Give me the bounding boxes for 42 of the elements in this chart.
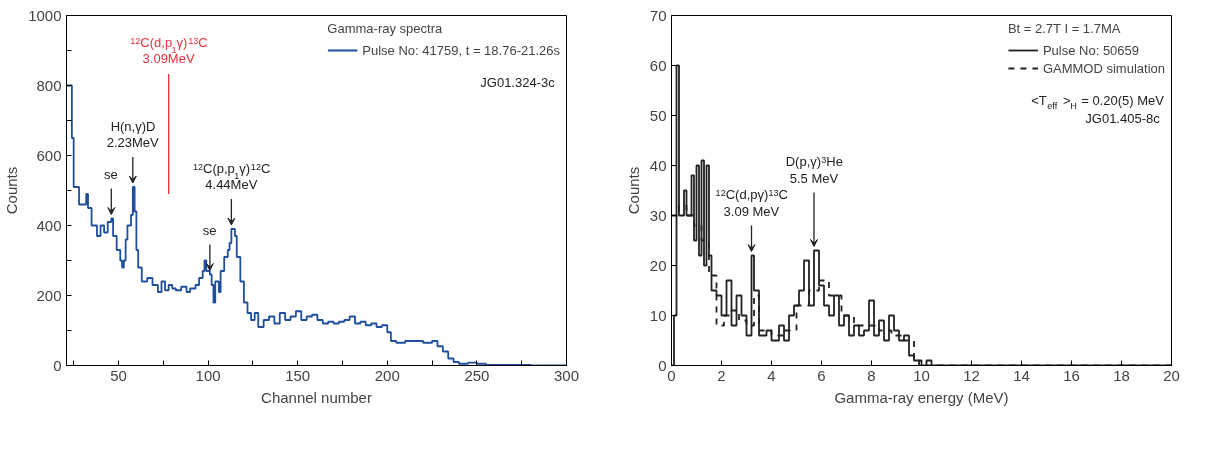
legend-label: Pulse No: 41759, t = 18.76-21.26s	[362, 41, 560, 59]
y-tick-label: 400	[36, 216, 62, 234]
y-axis-title: Counts	[3, 166, 21, 215]
x-tick-label: 150	[285, 366, 311, 384]
x-tick-label: 12	[963, 366, 980, 384]
y-tick-label: 60	[649, 56, 667, 74]
legend-title: Gamma-ray spectra	[327, 21, 444, 36]
x-tick-label: 14	[1013, 366, 1030, 384]
y-axis-title: Counts	[624, 166, 642, 215]
x-tick-label: 6	[817, 366, 826, 384]
y-tick-label: 600	[36, 146, 62, 164]
annotation: se	[202, 222, 217, 238]
y-tick-label: 1000	[28, 6, 62, 24]
x-tick-label: 8	[867, 366, 876, 384]
annotation: JG01.324-3c	[480, 74, 556, 90]
x-tick-label: 300	[553, 366, 580, 384]
y-tick-label: 200	[36, 286, 62, 304]
x-axis-title: Gamma-ray energy (MeV)	[834, 388, 1009, 406]
x-tick-label: 250	[464, 366, 490, 384]
y-tick-label: 70	[649, 6, 667, 24]
x-tick-label: 18	[1113, 366, 1130, 384]
annotation: H(n,γ)D 2.23MeV	[106, 118, 160, 150]
legend-label: Pulse No: 50659	[1042, 41, 1140, 59]
x-tick-label: 100	[195, 366, 221, 384]
x-tick-label: 50	[110, 366, 127, 384]
y-tick-label: 10	[649, 306, 667, 324]
y-tick-label: 40	[649, 156, 667, 174]
legend-label: GAMMOD simulation	[1042, 59, 1165, 77]
annotation: se	[104, 166, 118, 182]
annotation: JG01.405-8c	[1085, 110, 1161, 126]
x-tick-label: 20	[1163, 366, 1180, 384]
x-tick-label: 10	[913, 366, 930, 384]
x-tick-label: 16	[1063, 366, 1080, 384]
y-tick-label: 50	[649, 106, 667, 124]
y-tick-label: 20	[649, 256, 667, 274]
x-tick-label: 2	[717, 366, 726, 384]
x-axis-title: Channel number	[261, 388, 372, 406]
y-tick-label: 30	[649, 206, 667, 224]
legend-title: Bt = 2.7T I = 1.7MA	[1007, 21, 1122, 36]
x-tick-label: 4	[767, 366, 776, 384]
y-tick-label: 800	[36, 76, 62, 94]
x-tick-label: 200	[374, 366, 400, 384]
